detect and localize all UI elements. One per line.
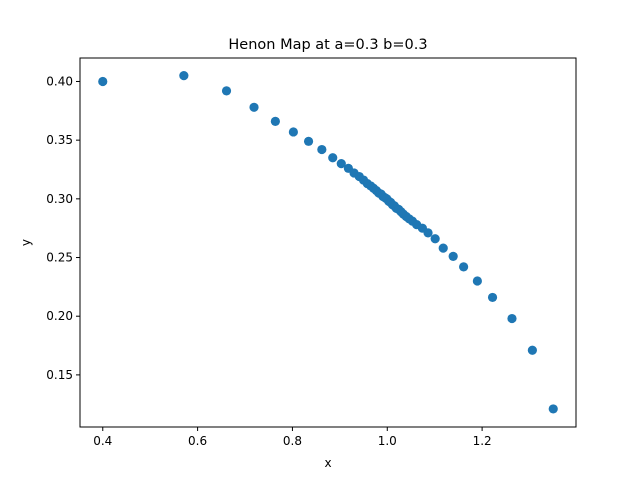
x-axis-label: x [324,456,331,470]
y-tick-label: 0.40 [46,74,73,88]
data-point [249,102,259,112]
data-point [438,243,448,253]
data-point [328,153,338,163]
x-tick-label: 0.4 [93,434,112,448]
data-point [527,345,537,355]
chart-title: Henon Map at a=0.3 b=0.3 [228,37,427,53]
data-point [317,144,327,155]
data-point [487,292,498,303]
data-point [270,116,280,126]
y-tick-label: 0.25 [46,251,73,265]
data-point [430,234,440,244]
data-point [507,313,517,324]
data-point [472,276,482,286]
data-point [303,136,314,146]
data-point [336,159,346,169]
x-tick-label: 1.2 [473,434,492,448]
data-point [179,71,189,81]
x-axis-ticks: 0.4 0.6 0.8 1.0 1.2 [93,427,492,448]
x-tick-label: 0.6 [188,434,207,448]
data-point [98,76,108,87]
scatter-points [98,71,558,414]
y-axis-label: y [19,239,33,246]
data-point [448,251,458,261]
plot-area [80,58,576,427]
axes-frame [79,57,577,428]
data-point [288,127,298,137]
x-tick-label: 1.0 [378,434,397,448]
x-tick-label: 0.8 [283,434,302,448]
y-tick-label: 0.35 [46,133,73,147]
y-tick-label: 0.20 [46,309,73,323]
y-axis-ticks: 0.15 0.20 0.25 0.30 0.35 0.40 [46,74,80,382]
data-point [548,404,558,414]
y-tick-label: 0.30 [46,192,73,206]
data-point [459,262,469,272]
data-point [221,86,232,96]
y-tick-label: 0.15 [46,368,73,382]
data-point [423,228,433,238]
